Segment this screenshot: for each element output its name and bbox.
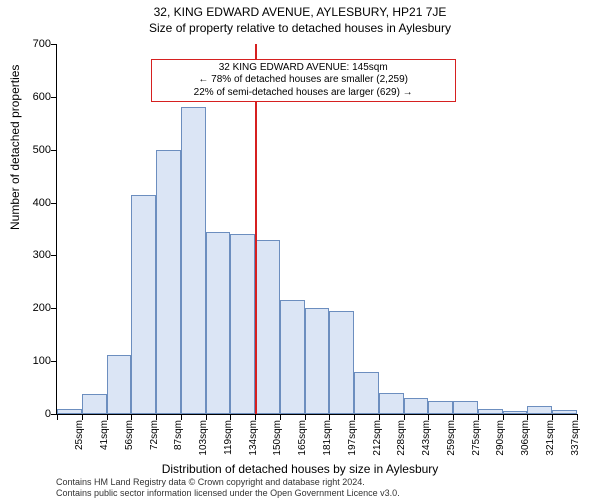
x-tick-label: 197sqm [347,420,358,456]
x-tick [107,414,108,420]
histogram-bar [527,406,552,414]
x-tick [156,414,157,420]
y-tick-label: 600 [21,91,51,103]
chart-container: 32, KING EDWARD AVENUE, AYLESBURY, HP21 … [0,0,600,500]
histogram-bar [206,232,231,414]
x-tick-label: 259sqm [446,420,457,456]
x-tick [354,414,355,420]
x-tick [453,414,454,420]
annotation-line: ← 78% of detached houses are smaller (2,… [158,74,449,87]
x-tick [57,414,58,420]
x-tick-label: 212sqm [372,420,383,456]
footnote-line-1: Contains HM Land Registry data © Crown c… [56,477,400,487]
y-tick-label: 200 [21,302,51,314]
x-axis-title: Distribution of detached houses by size … [0,462,600,476]
histogram-bar [453,401,478,414]
x-tick-label: 87sqm [173,420,184,450]
x-tick [404,414,405,420]
x-tick-label: 119sqm [223,420,234,455]
histogram-bar [181,107,206,414]
plot-area: 010020030040050060070025sqm41sqm56sqm72s… [56,44,577,415]
footnote-line-2: Contains public sector information licen… [56,488,400,498]
histogram-bar [156,150,181,414]
x-tick [527,414,528,420]
y-tick-label: 500 [21,144,51,156]
x-tick [280,414,281,420]
x-tick [305,414,306,420]
histogram-bar [379,393,404,414]
histogram-bar [478,409,503,414]
y-tick [51,308,57,309]
histogram-bar [305,308,330,414]
x-tick-label: 306sqm [520,420,531,456]
chart-area: 010020030040050060070025sqm41sqm56sqm72s… [56,44,576,414]
y-axis-title: Number of detached properties [8,65,22,230]
y-tick [51,44,57,45]
histogram-bar [354,372,379,414]
y-tick-label: 700 [21,38,51,50]
x-tick [230,414,231,420]
y-tick [51,97,57,98]
x-tick-label: 41sqm [99,420,110,450]
x-tick [255,414,256,420]
y-tick [51,255,57,256]
histogram-bar [404,398,429,414]
y-tick-label: 100 [21,355,51,367]
x-tick [82,414,83,420]
y-tick-label: 300 [21,249,51,261]
x-tick-label: 321sqm [545,420,556,456]
x-tick [206,414,207,420]
page-title: 32, KING EDWARD AVENUE, AYLESBURY, HP21 … [0,0,600,19]
histogram-bar [107,355,132,414]
x-tick [329,414,330,420]
histogram-bar [503,411,528,414]
y-tick [51,203,57,204]
histogram-bar [428,401,453,414]
x-tick-label: 290sqm [495,420,506,456]
x-tick-label: 243sqm [421,420,432,456]
x-tick [552,414,553,420]
histogram-bar [255,240,280,414]
x-tick-label: 181sqm [322,420,333,456]
x-tick-label: 337sqm [570,420,581,456]
x-tick-label: 228sqm [396,420,407,456]
y-tick-label: 0 [21,408,51,420]
x-tick-label: 56sqm [124,420,135,450]
x-tick-label: 72sqm [149,420,160,450]
histogram-bar [230,234,255,414]
y-tick-label: 400 [21,197,51,209]
y-tick [51,150,57,151]
x-tick [503,414,504,420]
x-tick-label: 134sqm [248,420,259,456]
x-tick-label: 150sqm [272,420,283,456]
x-tick-label: 275sqm [471,420,482,456]
histogram-bar [280,300,305,414]
x-tick [181,414,182,420]
annotation-box: 32 KING EDWARD AVENUE: 145sqm← 78% of de… [151,59,456,103]
histogram-bar [82,394,107,414]
x-tick-label: 165sqm [297,420,308,456]
x-tick [577,414,578,420]
x-tick [131,414,132,420]
x-tick [478,414,479,420]
histogram-bar [552,410,577,414]
histogram-bar [329,311,354,414]
histogram-bar [57,409,82,414]
histogram-bar [131,195,156,414]
x-tick-label: 103sqm [198,420,209,456]
annotation-line: 22% of semi-detached houses are larger (… [158,87,449,100]
chart-title: Size of property relative to detached ho… [0,19,600,35]
footnote: Contains HM Land Registry data © Crown c… [56,477,400,498]
x-tick [379,414,380,420]
x-tick [428,414,429,420]
annotation-line: 32 KING EDWARD AVENUE: 145sqm [158,62,449,75]
x-tick-label: 25sqm [74,420,85,450]
y-tick [51,361,57,362]
